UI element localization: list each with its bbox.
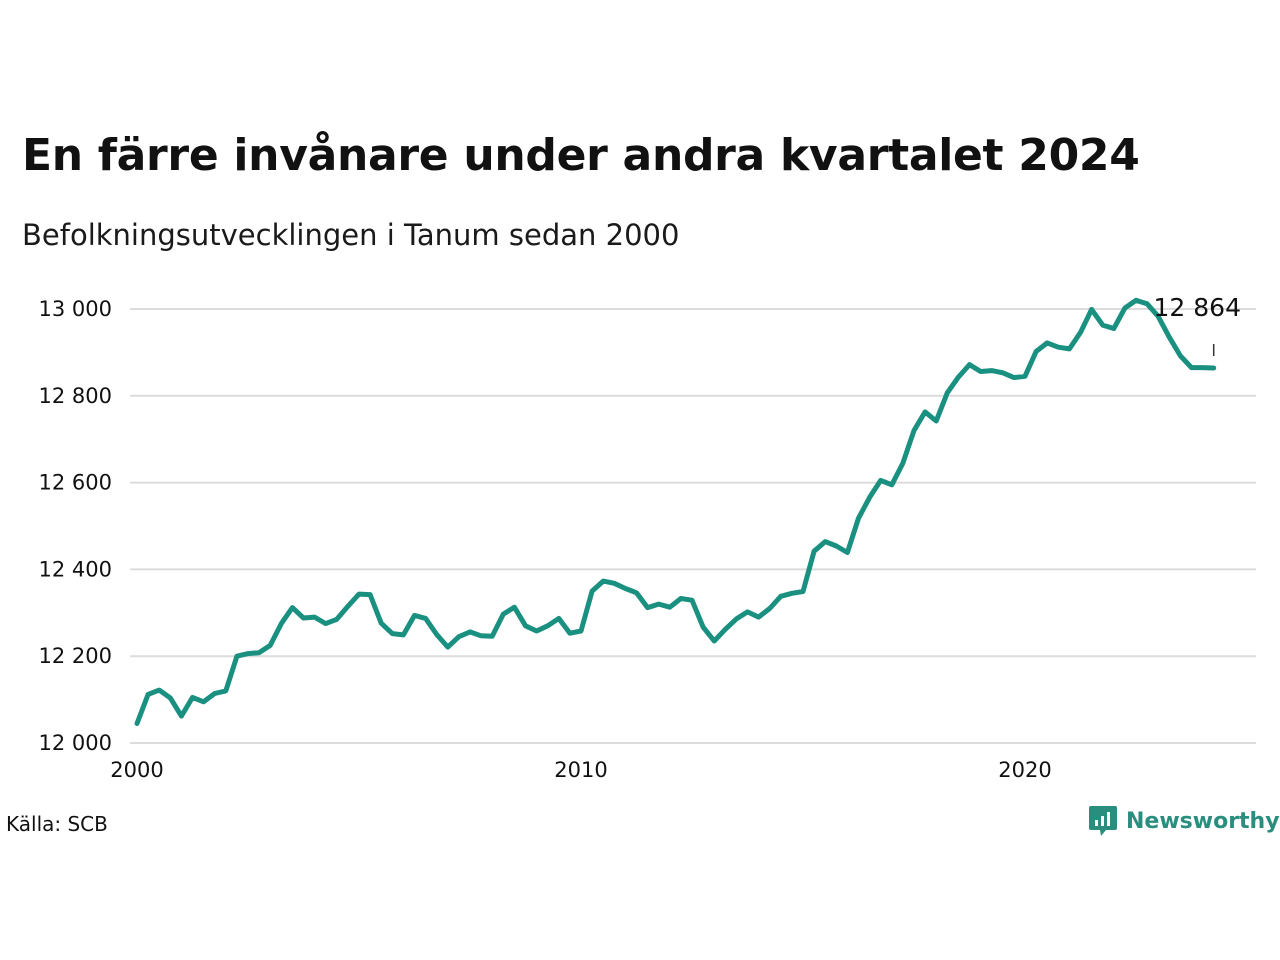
brand-name: Newsworthy xyxy=(1126,808,1280,834)
y-axis-ticks: 12 000 12 200 12 400 12 600 12 800 13 000 xyxy=(39,297,112,755)
grid-lines xyxy=(130,308,1256,744)
x-tick-label: 2020 xyxy=(998,758,1051,782)
y-tick-label: 12 200 xyxy=(39,644,112,668)
x-tick-label: 2010 xyxy=(554,758,607,782)
y-tick-label: 12 800 xyxy=(39,384,112,408)
source-note: Källa: SCB xyxy=(6,812,108,836)
x-tick-label: 2000 xyxy=(110,758,163,782)
newsworthy-logo-icon xyxy=(1089,806,1117,836)
y-tick-label: 13 000 xyxy=(39,297,112,321)
chart-subtitle: Befolkningsutvecklingen i Tanum sedan 20… xyxy=(22,218,680,252)
x-axis-ticks: 2000 2010 2020 xyxy=(110,758,1051,782)
chart-title: En färre invånare under andra kvartalet … xyxy=(22,130,1140,181)
y-tick-label: 12 600 xyxy=(39,471,112,495)
series-line xyxy=(134,297,1217,726)
brand-logo: Newsworthy xyxy=(1088,804,1280,838)
last-value-annotation: 12 864 xyxy=(1154,293,1241,357)
y-tick-label: 12 400 xyxy=(39,557,112,581)
series-group xyxy=(134,297,1217,726)
last-value-label: 12 864 xyxy=(1154,293,1241,322)
y-tick-label: 12 000 xyxy=(39,731,112,755)
